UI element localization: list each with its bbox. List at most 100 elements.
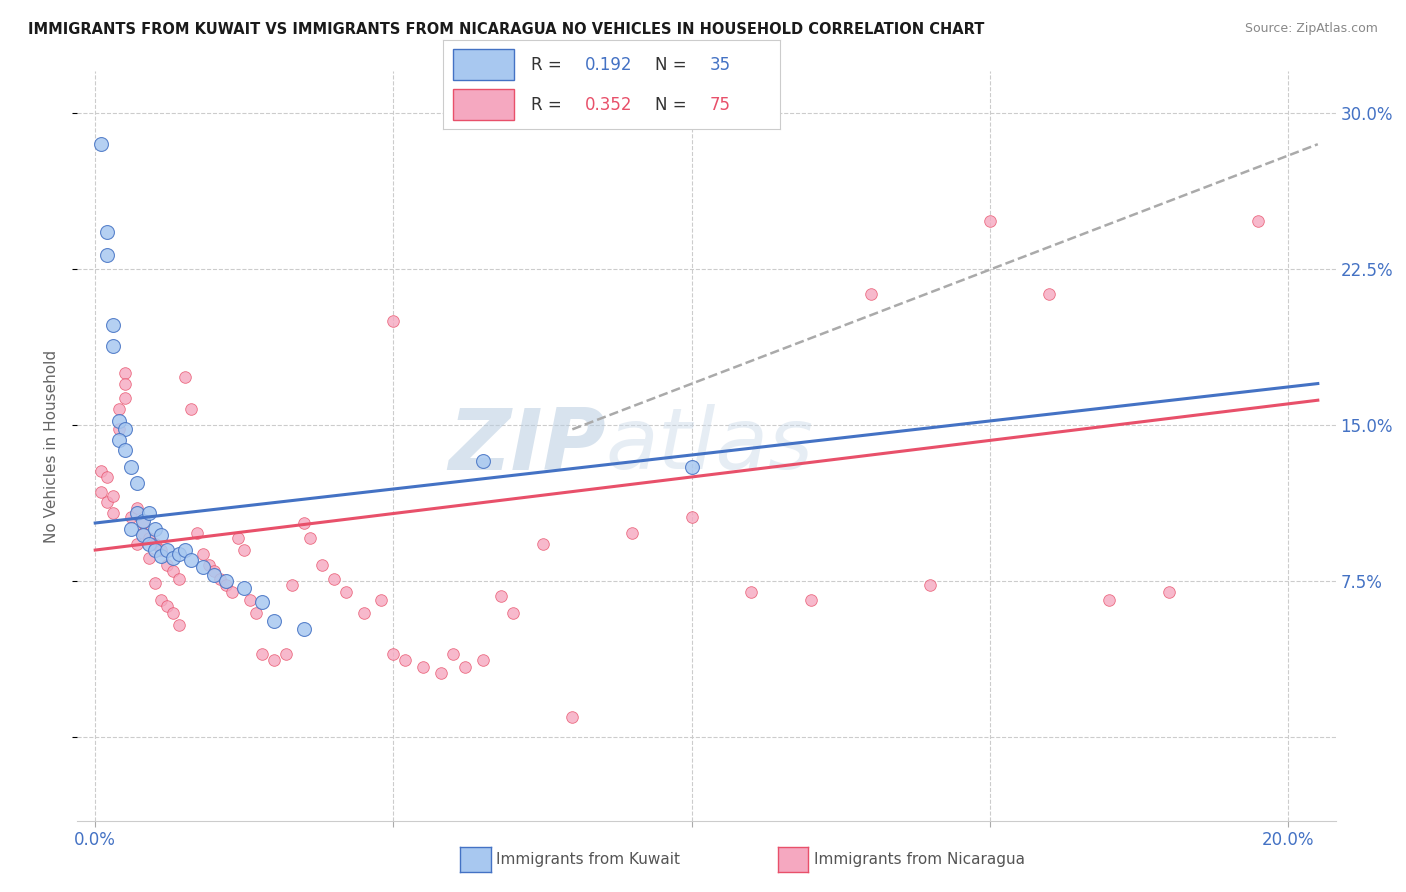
Point (120, 522, 142, 536)
Point (114, 376, 136, 391)
Point (125, 476, 148, 491)
Point (281, 578, 304, 592)
Point (114, 366, 136, 380)
Point (149, 543, 172, 558)
Point (120, 459, 142, 474)
Point (221, 584, 243, 599)
Point (114, 391, 136, 405)
Point (114, 443, 136, 458)
Point (979, 214, 1001, 228)
Point (162, 606, 184, 620)
Text: ZIP: ZIP (449, 404, 606, 488)
Point (204, 564, 226, 578)
Point (108, 422, 131, 436)
Point (681, 459, 703, 474)
Point (370, 593, 392, 607)
Text: 0.352: 0.352 (585, 96, 633, 114)
Point (101, 318, 124, 333)
Point (250, 595, 273, 609)
Point (441, 647, 464, 661)
Point (125, 537, 148, 551)
Point (186, 526, 208, 541)
Point (502, 606, 524, 620)
Point (1098, 593, 1121, 607)
Point (125, 506, 148, 520)
Point (215, 578, 238, 592)
Text: 35: 35 (710, 56, 731, 74)
Point (394, 653, 416, 667)
Point (173, 370, 195, 384)
Point (180, 553, 202, 567)
Point (382, 647, 405, 661)
Point (143, 543, 166, 558)
Point (335, 584, 357, 599)
Point (120, 509, 142, 524)
Text: atlas: atlas (606, 404, 814, 488)
Point (143, 576, 166, 591)
Point (90, 484, 112, 499)
Bar (453, 89, 513, 120)
Point (311, 558, 333, 572)
Point (90, 137, 112, 152)
Point (156, 599, 179, 614)
Point (132, 528, 155, 542)
Point (382, 314, 405, 328)
Point (1038, 287, 1060, 301)
Text: Immigrants from Kuwait: Immigrants from Kuwait (496, 853, 681, 867)
Point (263, 653, 285, 667)
Point (233, 543, 256, 558)
Point (156, 543, 179, 558)
Point (108, 433, 131, 447)
Point (681, 509, 703, 524)
Point (322, 572, 344, 586)
Text: R =: R = (530, 56, 567, 74)
Point (138, 506, 160, 520)
Point (138, 537, 160, 551)
Point (143, 537, 166, 551)
Point (114, 422, 136, 436)
Text: N =: N = (655, 96, 692, 114)
Point (859, 287, 882, 301)
Point (228, 531, 250, 545)
Point (138, 531, 160, 545)
Point (245, 606, 267, 620)
Point (96, 225, 118, 239)
Point (215, 574, 238, 589)
Point (132, 516, 155, 530)
Point (471, 653, 494, 667)
Point (489, 589, 512, 603)
Point (292, 516, 315, 530)
Point (412, 659, 434, 673)
Point (298, 531, 321, 545)
Bar (453, 49, 513, 80)
Point (1247, 214, 1270, 228)
Point (108, 414, 131, 428)
Point (561, 709, 583, 723)
Point (101, 489, 124, 503)
Point (173, 543, 195, 558)
Point (209, 572, 232, 586)
Point (101, 506, 124, 520)
Point (96, 247, 118, 261)
Point (471, 453, 494, 467)
Point (138, 551, 160, 566)
Point (149, 593, 172, 607)
Point (292, 622, 315, 636)
Point (1157, 584, 1180, 599)
Text: Source: ZipAtlas.com: Source: ZipAtlas.com (1244, 22, 1378, 36)
Point (180, 401, 202, 416)
Point (430, 665, 453, 680)
Point (101, 339, 124, 353)
Point (96, 470, 118, 484)
Point (620, 526, 643, 541)
Point (132, 526, 155, 541)
Text: IMMIGRANTS FROM KUWAIT VS IMMIGRANTS FROM NICARAGUA NO VEHICLES IN HOUSEHOLD COR: IMMIGRANTS FROM KUWAIT VS IMMIGRANTS FRO… (28, 22, 984, 37)
Point (454, 659, 477, 673)
Point (204, 568, 226, 582)
Point (191, 559, 214, 574)
Point (90, 464, 112, 478)
Point (920, 578, 942, 592)
Text: N =: N = (655, 56, 692, 74)
Point (167, 547, 190, 561)
Point (191, 547, 214, 561)
